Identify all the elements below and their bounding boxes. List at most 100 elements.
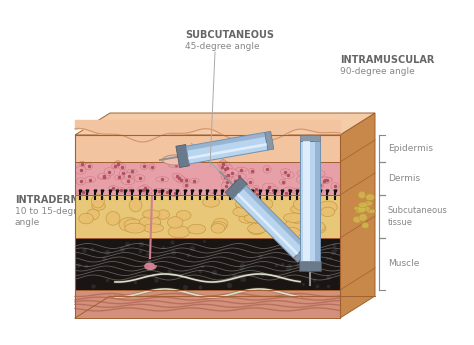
Ellipse shape (124, 219, 143, 230)
Ellipse shape (129, 198, 142, 212)
Ellipse shape (87, 209, 99, 220)
Ellipse shape (267, 186, 279, 193)
Ellipse shape (297, 170, 308, 176)
Ellipse shape (173, 175, 184, 181)
Polygon shape (188, 143, 267, 160)
Ellipse shape (119, 217, 139, 231)
Ellipse shape (280, 179, 286, 185)
Text: INTRAMUSCULAR: INTRAMUSCULAR (340, 55, 434, 65)
Ellipse shape (233, 207, 250, 216)
Polygon shape (237, 193, 299, 255)
Ellipse shape (127, 187, 134, 194)
Ellipse shape (119, 164, 126, 170)
Polygon shape (186, 132, 268, 164)
Text: INTRADERMAL: INTRADERMAL (15, 195, 94, 205)
Ellipse shape (262, 183, 275, 191)
Ellipse shape (203, 197, 219, 207)
Ellipse shape (157, 210, 169, 219)
Bar (75, 135, 340, 162)
Bar (300, 135, 320, 141)
Ellipse shape (268, 189, 280, 194)
Ellipse shape (236, 167, 247, 172)
Ellipse shape (219, 165, 226, 169)
Ellipse shape (319, 177, 332, 184)
Polygon shape (293, 246, 310, 263)
Ellipse shape (246, 178, 254, 186)
Text: 45-degree angle: 45-degree angle (185, 42, 260, 51)
Ellipse shape (144, 219, 161, 228)
Ellipse shape (118, 187, 125, 193)
Ellipse shape (76, 190, 89, 195)
Ellipse shape (221, 166, 229, 173)
Ellipse shape (244, 213, 264, 223)
Text: angle: angle (15, 218, 40, 227)
Ellipse shape (221, 175, 230, 180)
Ellipse shape (115, 161, 121, 167)
Ellipse shape (367, 209, 376, 213)
Bar (75, 290, 340, 318)
Ellipse shape (111, 163, 119, 169)
Polygon shape (225, 177, 247, 199)
Ellipse shape (85, 163, 92, 170)
Ellipse shape (213, 218, 228, 229)
Ellipse shape (363, 201, 373, 206)
Text: 90-degree angle: 90-degree angle (340, 67, 415, 76)
Ellipse shape (253, 185, 259, 193)
Ellipse shape (127, 169, 137, 173)
Bar (75, 162, 340, 195)
Ellipse shape (154, 188, 164, 193)
Polygon shape (243, 185, 306, 249)
Ellipse shape (321, 177, 333, 182)
Ellipse shape (176, 176, 185, 183)
Ellipse shape (307, 223, 326, 234)
Ellipse shape (211, 221, 227, 231)
Ellipse shape (183, 183, 189, 188)
Ellipse shape (354, 206, 365, 210)
Ellipse shape (301, 180, 313, 185)
Ellipse shape (282, 190, 290, 196)
Ellipse shape (236, 203, 255, 215)
Ellipse shape (314, 188, 323, 195)
Ellipse shape (149, 164, 155, 170)
Ellipse shape (363, 206, 370, 212)
Ellipse shape (138, 186, 148, 193)
Ellipse shape (115, 175, 123, 180)
Ellipse shape (91, 194, 104, 208)
Ellipse shape (170, 189, 181, 197)
Ellipse shape (168, 226, 190, 238)
Polygon shape (340, 113, 375, 318)
Ellipse shape (121, 177, 135, 185)
Text: 10 to 15-degree: 10 to 15-degree (15, 207, 88, 216)
Ellipse shape (308, 221, 325, 232)
Ellipse shape (331, 183, 339, 190)
Bar (299, 261, 321, 271)
Ellipse shape (217, 161, 229, 166)
Ellipse shape (310, 178, 316, 184)
Ellipse shape (283, 187, 295, 193)
Ellipse shape (281, 171, 294, 178)
Ellipse shape (97, 174, 110, 179)
Ellipse shape (249, 226, 264, 235)
Ellipse shape (239, 214, 255, 223)
Ellipse shape (143, 210, 160, 218)
Ellipse shape (231, 177, 239, 185)
Ellipse shape (140, 164, 148, 169)
Polygon shape (233, 185, 306, 258)
Bar (75, 195, 340, 238)
Ellipse shape (358, 205, 366, 213)
Ellipse shape (119, 170, 127, 177)
Ellipse shape (301, 226, 314, 235)
Ellipse shape (211, 224, 225, 233)
Bar (75, 238, 340, 290)
Ellipse shape (258, 199, 273, 209)
Ellipse shape (292, 188, 302, 194)
Ellipse shape (221, 182, 231, 189)
Ellipse shape (221, 164, 232, 171)
Ellipse shape (285, 218, 304, 232)
Ellipse shape (247, 223, 267, 234)
Ellipse shape (223, 179, 231, 186)
Ellipse shape (92, 202, 105, 210)
Ellipse shape (176, 210, 191, 220)
Ellipse shape (182, 178, 190, 183)
Ellipse shape (321, 207, 335, 217)
